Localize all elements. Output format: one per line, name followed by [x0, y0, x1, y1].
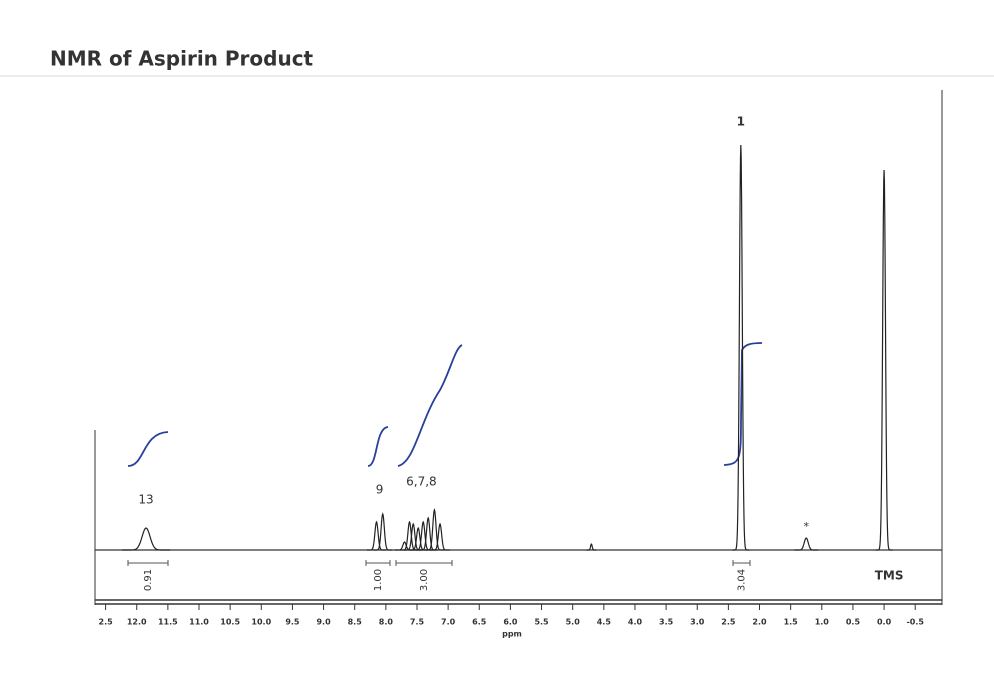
x-tick-label: 3.5	[659, 618, 674, 627]
x-tick-label: 0.0	[877, 618, 892, 627]
x-tick-label: 8.0	[379, 618, 394, 627]
title: NMR of Aspirin Product	[50, 47, 314, 71]
x-tick-label: 8.5	[348, 618, 363, 627]
x-tick-label: 6.5	[472, 618, 487, 627]
x-tick-label: 4.5	[597, 618, 612, 627]
x-tick-label: 10.5	[220, 618, 240, 627]
x-tick-label: 10.0	[251, 618, 271, 627]
integral-label: 3.04	[737, 569, 748, 591]
x-tick-label: 1.0	[815, 618, 830, 627]
integral-label: 1.00	[373, 569, 384, 591]
peak-label: TMS	[875, 569, 904, 583]
peak-label: 6,7,8	[406, 475, 437, 489]
peak	[373, 512, 393, 551]
peak-label: *	[803, 520, 809, 533]
peak	[586, 543, 597, 551]
x-tick-label: 6.0	[503, 618, 518, 627]
x-tick-label: 12.0	[127, 618, 147, 627]
x-tick-label: 2.5	[721, 618, 736, 627]
x-tick-label: 3.0	[690, 618, 705, 627]
x-label: ppm	[502, 630, 522, 639]
x-tick-label: 9.5	[285, 618, 300, 627]
peak	[366, 520, 387, 551]
peak	[424, 508, 445, 551]
x-tick-label: 2.0	[752, 618, 767, 627]
x-tick-label: 11.0	[189, 618, 209, 627]
x-tick-label: 2.5	[99, 618, 114, 627]
peak-label: 9	[376, 483, 384, 497]
x-tick-label: 5.0	[566, 618, 581, 627]
x-tick-label: 7.5	[410, 618, 425, 627]
x-tick-label: 1.5	[784, 618, 799, 627]
x-tick-label: 5.5	[534, 618, 549, 627]
peak	[430, 522, 450, 551]
x-tick-label: 4.0	[628, 618, 643, 627]
peak	[732, 144, 750, 551]
x-tick-label: 9.0	[316, 618, 331, 627]
peak-label: 13	[138, 493, 153, 507]
x-tick-label: 0.5	[846, 618, 861, 627]
x-tick-label: -0.5	[906, 618, 924, 627]
integral-label: 3.00	[419, 569, 430, 591]
peak	[394, 541, 415, 551]
x-tick-label: 7.0	[441, 618, 456, 627]
peak	[875, 169, 893, 551]
integral-curves	[127, 342, 763, 467]
x-tick-label: 11.5	[158, 618, 178, 627]
peak	[794, 537, 819, 551]
peak-label: 1	[737, 115, 745, 129]
peak	[408, 526, 428, 551]
integral-label: 0.91	[143, 569, 154, 591]
peak	[122, 527, 171, 551]
